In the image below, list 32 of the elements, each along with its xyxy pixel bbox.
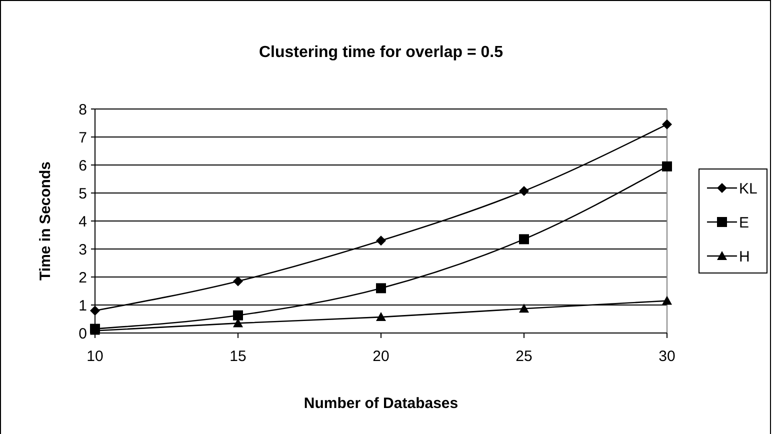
y-tick-label: 3	[78, 241, 87, 258]
y-tick-label: 0	[78, 325, 87, 342]
x-tick-label: 10	[86, 348, 104, 365]
point	[662, 296, 672, 305]
point	[519, 186, 529, 196]
x-tick-label: 20	[372, 348, 390, 365]
x-tick-label: 30	[658, 348, 676, 365]
y-tick-label: 8	[78, 101, 87, 118]
point	[376, 236, 386, 246]
chart-title: Clustering time for overlap = 0.5	[258, 44, 504, 61]
y-tick-label: 5	[78, 185, 87, 202]
legend-label: H	[739, 248, 750, 266]
y-tick-label: 4	[78, 213, 87, 230]
legend-label: KL	[739, 180, 758, 198]
point	[233, 276, 243, 286]
legend-label: E	[739, 214, 750, 232]
x-axis-title: Number of Databases	[304, 395, 458, 412]
x-tick-label: 25	[516, 348, 532, 365]
point	[662, 161, 672, 172]
y-tick-label: 1	[78, 297, 87, 314]
point	[90, 306, 100, 316]
y-axis-title: Time in Seconds	[37, 162, 54, 280]
point	[376, 283, 386, 294]
y-tick-label: 7	[78, 129, 87, 146]
x-tick-label: 15	[230, 348, 246, 365]
point	[233, 310, 243, 320]
point	[376, 312, 386, 322]
y-tick-label: 2	[78, 269, 87, 286]
point	[519, 304, 529, 313]
point	[662, 119, 672, 130]
point	[519, 234, 529, 244]
y-tick-label: 6	[78, 157, 87, 174]
